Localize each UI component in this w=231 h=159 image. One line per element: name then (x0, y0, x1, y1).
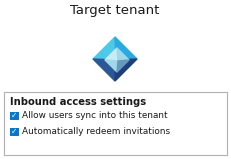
Polygon shape (105, 60, 118, 72)
Text: Inbound access settings: Inbound access settings (10, 97, 146, 107)
FancyBboxPatch shape (10, 128, 18, 136)
Polygon shape (115, 59, 137, 81)
FancyBboxPatch shape (4, 92, 227, 155)
Text: ✓: ✓ (11, 127, 17, 136)
Text: Allow users sync into this tenant: Allow users sync into this tenant (22, 111, 168, 120)
Polygon shape (115, 37, 137, 60)
Polygon shape (93, 37, 116, 60)
Text: Automatically redeem invitations: Automatically redeem invitations (22, 127, 171, 136)
Text: ✓: ✓ (11, 111, 17, 120)
Polygon shape (105, 48, 118, 61)
Polygon shape (117, 60, 129, 72)
Text: Target tenant: Target tenant (70, 4, 160, 17)
Polygon shape (93, 59, 116, 81)
FancyBboxPatch shape (10, 112, 18, 120)
Polygon shape (117, 48, 129, 61)
